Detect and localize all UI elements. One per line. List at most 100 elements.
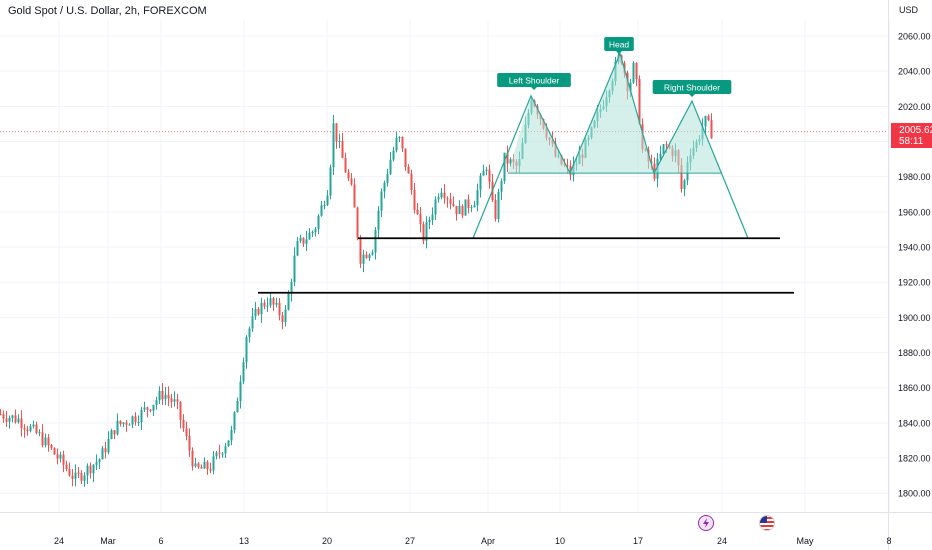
candle-body [191,450,194,467]
pattern-outline [472,51,749,239]
candle-body [2,414,5,419]
candle-body [155,400,158,405]
candle-body [35,424,38,434]
right-shoulder-area [654,101,722,174]
currency-label: USD [899,5,919,15]
us-flag-icon[interactable] [759,515,775,531]
candle-body [662,144,665,154]
candle-body [107,438,110,453]
price-tick-label: 1840.00 [898,418,931,428]
last-price-value: 2005.62 [899,125,932,136]
candle-body [26,429,29,431]
candle-body [143,407,146,410]
candle-body [86,465,89,476]
candle-body [308,232,311,240]
pattern-label-pointer [689,94,695,97]
candle-body [443,192,446,199]
candle-body [260,302,263,315]
candle-body [266,305,269,307]
candle-body [59,454,62,459]
candle-body [464,199,467,216]
candle-body [710,120,713,139]
candle-body [194,463,197,467]
pattern-label-text: Left Shoulder [509,76,560,86]
candle-body [431,214,434,220]
candle-body [506,152,509,164]
time-tick-label: 6 [158,536,163,546]
candle-body [152,404,155,411]
candle-body [320,205,323,216]
candle-body [116,420,119,435]
candle-body [638,79,641,125]
candle-body [467,199,470,209]
price-tick-label: 1960.00 [898,207,931,217]
candle-body [77,472,80,474]
time-tick-label: 17 [633,536,643,546]
candle-body [8,417,11,422]
candle-body [326,195,329,206]
candle-body [110,430,113,439]
candle-body [44,437,47,446]
candle-body [209,469,212,471]
candle-body [707,115,710,121]
candle-body [386,174,389,183]
time-tick-label: 8 [886,536,891,546]
pattern-label-text: Right Shoulder [664,83,720,93]
price-tick-label: 1880.00 [898,348,931,358]
candle-body [434,199,437,215]
candle-body [329,167,332,196]
candle-body [50,445,53,449]
candle-body [356,207,359,238]
candle-body [428,219,431,223]
candle-body [407,166,410,174]
bar-countdown: 58:11 [899,136,924,147]
candle-body [149,409,152,411]
candle-body [134,416,137,423]
price-axis[interactable]: 1800.00 1820.00 1840.00 1860.00 1880.00 1900.… [888,0,931,550]
candle-body [683,180,686,189]
flash-icon[interactable] [698,515,714,531]
candle-body [476,189,479,206]
candle-body [95,462,98,465]
candle-body [164,394,167,400]
candle-body [440,192,443,198]
candle-body [359,237,362,264]
candle-body [296,240,299,256]
candle-body [401,136,404,149]
candle-body [305,239,308,244]
candle-body [230,429,233,441]
candle-body [104,448,107,453]
candle-body [119,420,122,425]
candle-body [239,381,242,402]
candle-body [242,362,245,382]
candle-body [200,467,203,469]
candle-body [197,463,200,468]
candle-body [158,390,161,401]
candle-body [269,298,272,306]
candle-body [137,421,140,423]
candle-body [71,475,74,479]
time-tick-label: 10 [555,536,565,546]
time-tick-label: Apr [481,536,495,546]
candle-body [422,224,425,241]
candle-body [128,424,131,426]
candlestick-series [0,52,713,487]
candle-body [365,254,368,259]
candle-body [338,140,341,142]
candle-body [227,440,230,447]
candle-body [101,448,104,460]
candle-body [80,473,83,481]
candle-body [20,418,23,429]
candle-body [182,419,185,429]
candle-body [362,254,365,264]
time-tick-label: 20 [322,536,332,546]
pattern-label-bg [497,73,571,87]
time-axis[interactable]: 24 Mar 6 13 20 27 Apr 10 17 24 May 8 [0,512,932,547]
candle-body [479,175,482,190]
pattern-label-pointer [616,51,622,54]
candle-body [38,432,41,434]
price-tick-label: 1980.00 [898,172,931,182]
candle-body [218,452,221,454]
candle-body [113,430,116,435]
